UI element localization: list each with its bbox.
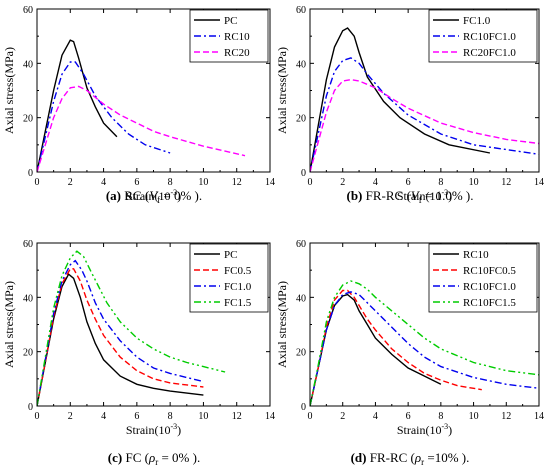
x-tick-label: 8 — [168, 411, 173, 422]
legend-label: RC10 — [463, 249, 489, 261]
y-tick-label: 20 — [23, 114, 33, 125]
panel-caption: (b) FR-RC (Vf = 1.0% ). — [347, 188, 474, 205]
x-tick-label: 0 — [308, 411, 313, 422]
legend-label: FC1.0 — [463, 15, 491, 27]
x-tick-label: 8 — [438, 177, 443, 188]
y-axis-label: Axial stress(MPa) — [2, 47, 16, 134]
x-tick-label: 4 — [101, 177, 106, 188]
x-tick-label: 6 — [134, 177, 139, 188]
legend-label: RC10 — [224, 31, 250, 43]
y-axis-label: Axial stress(MPa) — [275, 281, 289, 368]
legend-label: RC10FC1.0 — [463, 281, 516, 293]
legend-label: RC10FC1.5 — [463, 297, 516, 309]
legend-label: PC — [224, 15, 237, 27]
x-tick-label: 8 — [438, 411, 443, 422]
x-axis-label: Strain(10-3) — [126, 422, 181, 437]
legend-label: RC20FC1.0 — [463, 47, 516, 59]
y-tick-label: 0 — [28, 168, 33, 179]
chart-panel-4: 0 2 4 6 8 10 12 14 0 20 40 60 Strain(10-3) Axial stre… — [275, 239, 544, 467]
y-tick-label: 20 — [23, 348, 33, 359]
legend-label: FC1.5 — [224, 297, 252, 309]
series-line-rc10fc1-0 — [310, 291, 539, 406]
x-tick-label: 6 — [134, 411, 139, 422]
y-axis-label: Axial stress(MPa) — [2, 281, 16, 368]
series-line-rc20fc1-0 — [310, 78, 539, 172]
x-tick-label: 2 — [68, 177, 73, 188]
series-line-rc10 — [37, 61, 171, 172]
series-line-rc10fc1-0 — [310, 57, 539, 172]
y-tick-label: 60 — [23, 239, 33, 250]
panel-caption: (c) FC (ρr = 0% ). — [108, 450, 200, 467]
series-line-rc10fc1-5 — [310, 280, 539, 406]
legend-box — [428, 243, 538, 313]
chart-panel-2: 0 2 4 6 8 10 12 14 0 20 40 60 Strain(10-3) Axial stre… — [275, 5, 544, 205]
x-tick-label: 4 — [373, 177, 378, 188]
x-tick-label: 12 — [501, 411, 511, 422]
legend-box — [189, 9, 269, 63]
y-tick-label: 60 — [296, 5, 306, 16]
legend-box — [428, 9, 538, 63]
series-line-pc — [37, 39, 118, 172]
legend-label: FC0.5 — [224, 265, 252, 277]
x-tick-label: 2 — [340, 177, 345, 188]
x-axis-label: Strain(10-3) — [397, 188, 452, 203]
y-tick-label: 60 — [296, 239, 306, 250]
x-tick-label: 4 — [101, 411, 106, 422]
x-tick-label: 12 — [501, 177, 511, 188]
x-tick-label: 14 — [265, 177, 275, 188]
x-tick-label: 10 — [198, 177, 208, 188]
legend-label: RC10FC1.0 — [463, 31, 516, 43]
y-axis-label: Axial stress(MPa) — [275, 47, 289, 134]
y-tick-label: 40 — [23, 293, 33, 304]
series-line-fc1-0 — [310, 27, 491, 172]
x-tick-label: 0 — [35, 411, 40, 422]
x-tick-label: 8 — [168, 177, 173, 188]
y-tick-label: 40 — [296, 293, 306, 304]
panel-caption: (a) RC (Vf = 0% ). — [106, 188, 202, 205]
series-line-fc0-5 — [37, 268, 204, 406]
x-tick-label: 2 — [340, 411, 345, 422]
legend-label: RC20 — [224, 47, 250, 59]
y-tick-label: 0 — [301, 402, 306, 413]
x-axis-label: Strain(10-3) — [397, 422, 452, 437]
series-line-fc1-0 — [37, 259, 204, 406]
series-line-rc10fc0-5 — [310, 289, 482, 406]
x-tick-label: 12 — [232, 177, 242, 188]
panel-caption: (d) FR-RC (ρr =10% ). — [351, 450, 470, 467]
y-tick-label: 40 — [296, 59, 306, 70]
y-tick-label: 0 — [301, 168, 306, 179]
x-tick-label: 10 — [469, 177, 479, 188]
x-tick-label: 10 — [469, 411, 479, 422]
x-tick-label: 12 — [232, 411, 242, 422]
y-tick-label: 20 — [296, 348, 306, 359]
legend-label: FC1.0 — [224, 281, 252, 293]
y-tick-label: 40 — [23, 59, 33, 70]
chart-panel-3: 0 2 4 6 8 10 12 14 0 20 40 60 Strain(10-3) Axial stre… — [2, 239, 275, 467]
x-tick-label: 0 — [308, 177, 313, 188]
y-tick-label: 20 — [296, 114, 306, 125]
x-tick-label: 2 — [68, 411, 73, 422]
y-tick-label: 60 — [23, 5, 33, 16]
x-tick-label: 4 — [373, 411, 378, 422]
chart-panel-1: 0 2 4 6 8 10 12 14 0 20 40 60 Strain(10-3) Axial stre… — [2, 5, 275, 205]
series-line-rc10 — [310, 293, 442, 406]
x-tick-label: 6 — [406, 177, 411, 188]
legend-label: PC — [224, 249, 237, 261]
x-tick-label: 0 — [35, 177, 40, 188]
y-tick-label: 0 — [28, 402, 33, 413]
x-tick-label: 10 — [198, 411, 208, 422]
series-line-fc1-5 — [37, 250, 226, 406]
x-tick-label: 6 — [406, 411, 411, 422]
x-axis-label: Strain(10-3) — [126, 188, 181, 203]
x-tick-label: 14 — [534, 411, 544, 422]
x-tick-label: 14 — [534, 177, 544, 188]
legend-box — [189, 243, 269, 313]
series-line-rc20 — [37, 85, 246, 172]
legend-label: RC10FC0.5 — [463, 265, 516, 277]
x-tick-label: 14 — [265, 411, 275, 422]
